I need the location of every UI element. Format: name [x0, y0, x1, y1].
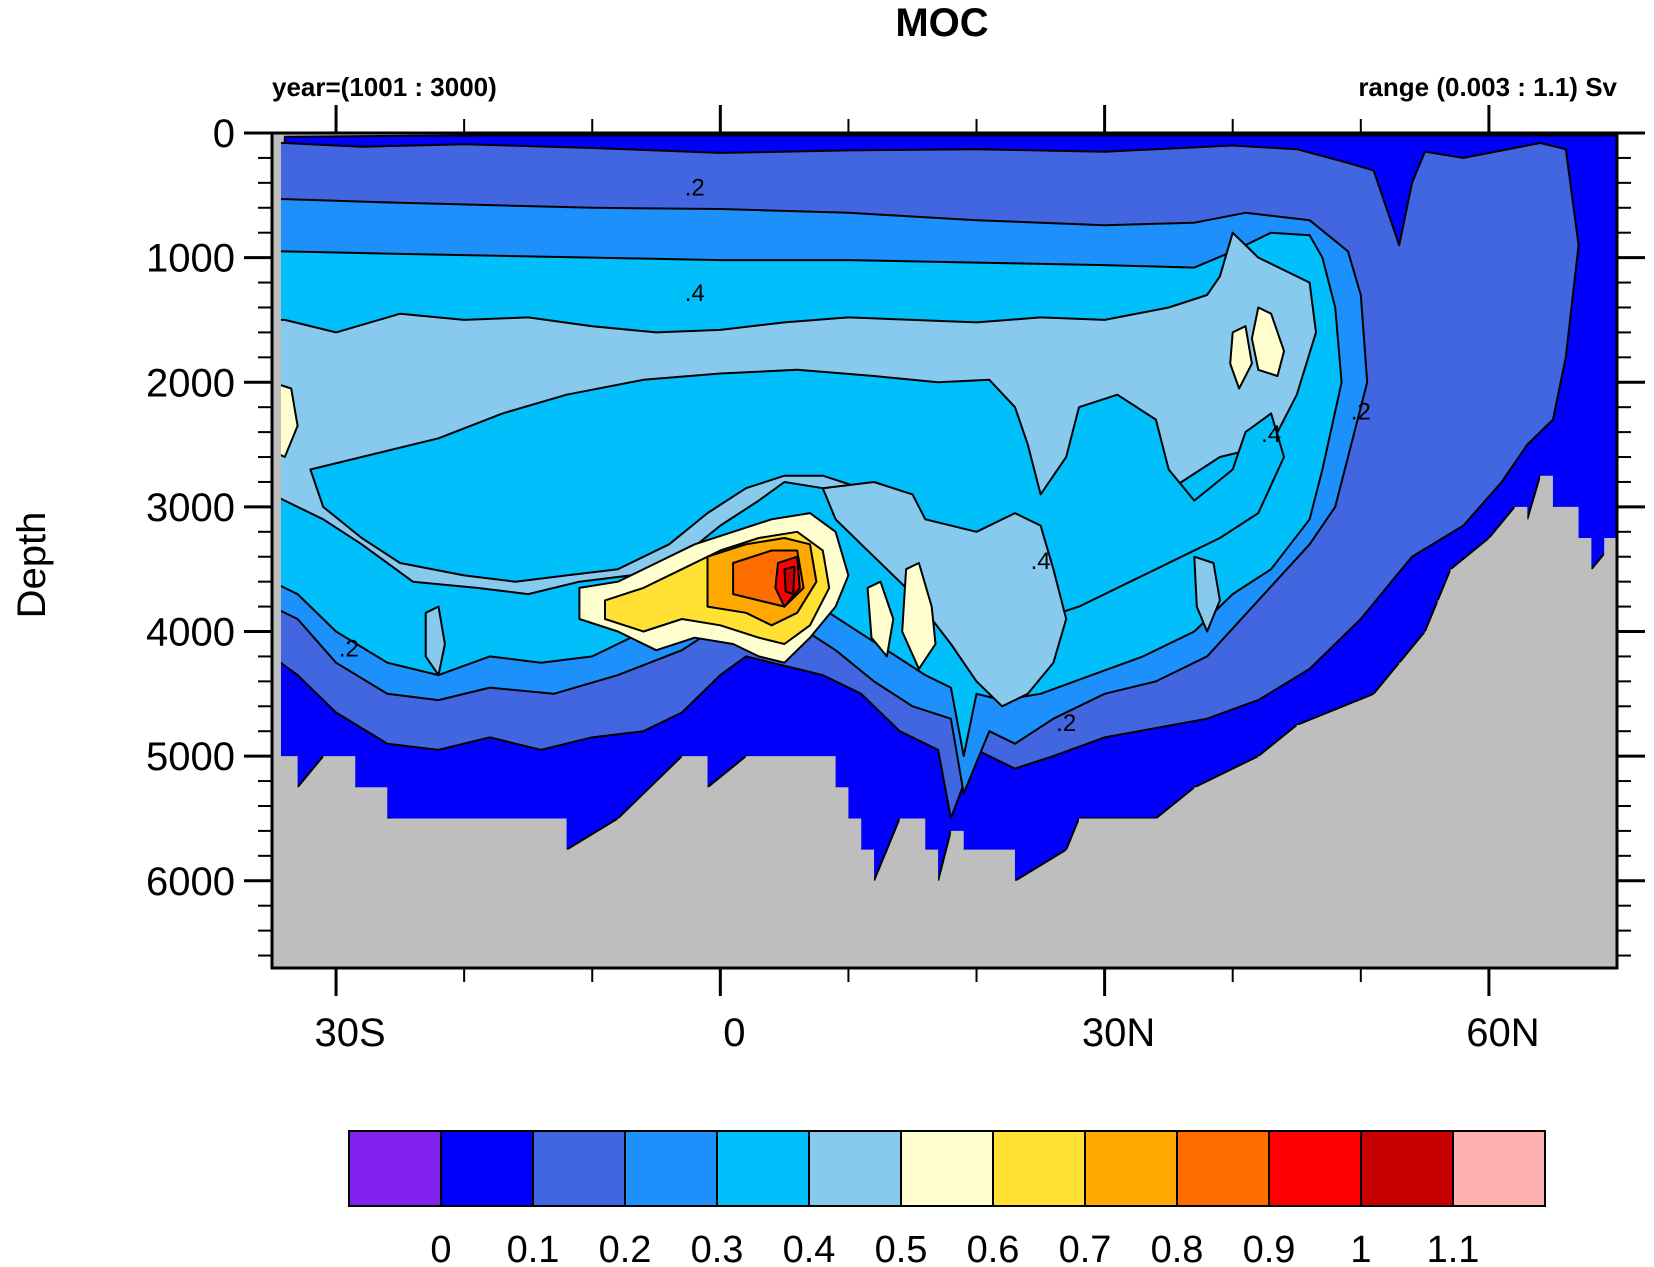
- contour-label-5: .2: [339, 635, 359, 662]
- colorbar-box-11: [1360, 1130, 1454, 1207]
- contour-label-2: .2: [1351, 399, 1371, 426]
- contour-region-0.5-18: [1193, 555, 1221, 633]
- colorbar-box-0: [348, 1130, 442, 1207]
- colorbar-label-1: 0.1: [507, 1229, 560, 1267]
- y-tick-label: 6000: [146, 860, 235, 904]
- contour-region-0.5-19: [424, 605, 446, 677]
- colorbar-label-0: 0: [430, 1229, 451, 1267]
- x-tick-label: 0: [723, 1011, 745, 1055]
- colorbar-box-7: [992, 1130, 1086, 1207]
- colorbar-label-9: 0.9: [1243, 1229, 1296, 1267]
- contour-region-0.6-16: [866, 580, 895, 658]
- y-tick-label: 0: [213, 112, 235, 156]
- axis-ticks: 0 1000 2000 3000 4000 5000 6000 30S 0 30N 60N: [146, 105, 1645, 1055]
- contour-label-1: .4: [685, 280, 705, 307]
- colorbar-box-10: [1268, 1130, 1362, 1207]
- colorbar-label-3: 0.3: [691, 1229, 744, 1267]
- bathymetry-land: [272, 475, 1617, 968]
- colorbar-box-2: [532, 1130, 626, 1207]
- subtitle-right: range (0.003 : 1.1) Sv: [1358, 72, 1617, 102]
- contour-region-0.6-14: [1229, 325, 1253, 390]
- colorbar-box-8: [1084, 1130, 1178, 1207]
- y-tick-label: 1000: [146, 237, 235, 281]
- contour-region-0.5-6: [821, 481, 1068, 708]
- contour-labels: .2 .4 .2 .4 .4 .2 .2: [339, 174, 1371, 737]
- x-tick-label: 30S: [314, 1011, 385, 1055]
- colorbar-label-2: 0.2: [599, 1229, 652, 1267]
- colorbar-label-4: 0.4: [783, 1229, 836, 1267]
- y-axis-label: Depth: [10, 512, 54, 619]
- y-tick-label: 3000: [146, 486, 235, 530]
- colorbar-box-3: [624, 1130, 718, 1207]
- colorbar-label-7: 0.7: [1059, 1229, 1112, 1267]
- plot-border: [270, 131, 1619, 970]
- contour-label-0: .2: [685, 174, 705, 201]
- plot-frame: [270, 131, 1619, 970]
- colorbar-label-10: 1: [1350, 1229, 1371, 1267]
- colorbar-label-5: 0.5: [875, 1229, 928, 1267]
- subtitle-left: year=(1001 : 3000): [272, 72, 497, 102]
- land-strip-left: [272, 133, 281, 968]
- colorbar-box-12: [1452, 1130, 1546, 1207]
- colorbar-box-5: [808, 1130, 902, 1207]
- colorbar-label-11: 1.1: [1427, 1229, 1480, 1267]
- colorbar-box-4: [716, 1130, 810, 1207]
- contour-region-0.6-15: [1250, 306, 1285, 377]
- contour-label-3: .4: [1261, 421, 1281, 448]
- colorbar: 0 0.1 0.2 0.3 0.4 0.5 0.6 0.7 0.8 0.9 1 1.1: [348, 1130, 1546, 1267]
- contour-fills: [271, 133, 1618, 968]
- contour-region-1.05-12: [783, 565, 796, 596]
- colorbar-box-1: [440, 1130, 534, 1207]
- contour-region-0.6-17: [901, 562, 937, 670]
- contour-label-6: .2: [1056, 710, 1076, 737]
- colorbar-box-9: [1176, 1130, 1270, 1207]
- colorbar-label-6: 0.6: [967, 1229, 1020, 1267]
- y-tick-label: 2000: [146, 361, 235, 405]
- y-tick-label: 5000: [146, 735, 235, 779]
- x-tick-label: 30N: [1082, 1011, 1155, 1055]
- colorbar-box-6: [900, 1130, 994, 1207]
- contour-label-4: .4: [1031, 548, 1051, 575]
- x-tick-label: 60N: [1466, 1011, 1539, 1055]
- colorbar-label-8: 0.8: [1151, 1229, 1204, 1267]
- y-tick-label: 4000: [146, 611, 235, 655]
- chart-title: MOC: [895, 1, 988, 45]
